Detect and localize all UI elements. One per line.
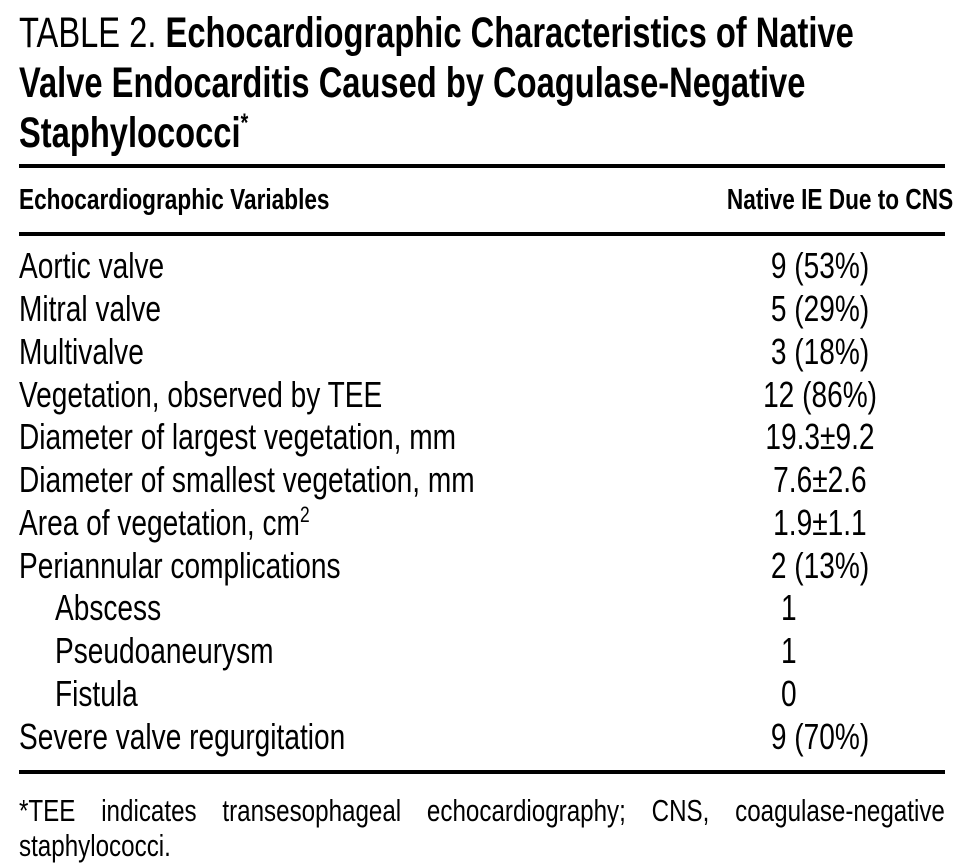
- row-label-text: Vegetation, observed by TEE: [19, 373, 383, 415]
- footnote-line-1: *TEE indicates transesophageal echocardi…: [19, 793, 945, 828]
- row-value: 5 (29%): [695, 288, 945, 330]
- row-label-text: Multivalve: [19, 330, 144, 372]
- row-label: Periannular complications: [19, 545, 695, 587]
- table-row: Abscess 1: [19, 587, 945, 630]
- row-value-text: 1: [781, 630, 797, 672]
- row-value-text: 2 (13%): [770, 544, 870, 586]
- row-label: Vegetation, observed by TEE: [19, 374, 695, 416]
- row-value: 1: [695, 587, 945, 629]
- row-value-text: 0: [781, 672, 797, 714]
- table-row: Aortic valve 9 (53%): [19, 245, 945, 288]
- table-row: Vegetation, observed by TEE 12 (86%): [19, 373, 945, 416]
- table-row: Pseudoaneurysm 1: [19, 630, 945, 673]
- row-value: 2 (13%): [695, 545, 945, 587]
- row-label: Pseudoaneurysm: [19, 630, 695, 672]
- row-value-text: 9 (70%): [770, 715, 870, 757]
- title-line-1: TABLE 2. Echocardiographic Characteristi…: [19, 8, 854, 58]
- table-row: Severe valve regurgitation 9 (70%): [19, 715, 945, 758]
- page-title: TABLE 2. Echocardiographic Characteristi…: [19, 8, 945, 158]
- table-row: Periannular complications 2 (13%): [19, 544, 945, 587]
- top-rule: [19, 164, 945, 168]
- row-value-text: 7.6±2.6: [773, 459, 867, 501]
- table-row: Multivalve 3 (18%): [19, 331, 945, 374]
- row-label-text: Diameter of smallest vegetation, mm: [19, 459, 475, 501]
- bottom-rule: [19, 770, 945, 774]
- table-footnote: *TEE indicates transesophageal echocardi…: [19, 793, 945, 863]
- row-label-text: Diameter of largest vegetation, mm: [19, 416, 456, 458]
- row-label: Fistula: [19, 673, 695, 715]
- row-label: Aortic valve: [19, 245, 695, 287]
- row-value: 9 (53%): [695, 245, 945, 287]
- table-header-row: Echocardiographic Variables Native IE Du…: [19, 168, 953, 232]
- row-value: 19.3±9.2: [695, 416, 945, 458]
- row-label: Multivalve: [19, 331, 695, 373]
- table-row: Mitral valve 5 (29%): [19, 288, 945, 331]
- column-header-values: Native IE Due to CNS: [695, 184, 953, 217]
- table-number-label: TABLE 2.: [19, 9, 157, 57]
- title-line-3: Staphylococci*: [19, 108, 723, 158]
- row-value: 1: [695, 630, 945, 672]
- row-label: Mitral valve: [19, 288, 695, 330]
- row-label: Severe valve regurgitation: [19, 716, 695, 758]
- row-value-text: 5 (29%): [770, 288, 870, 330]
- row-label-text: Area of vegetation, cm2: [19, 501, 310, 543]
- row-value: 9 (70%): [695, 716, 945, 758]
- column-header-variables: Echocardiographic Variables: [19, 184, 695, 217]
- title-text-line-1: Echocardiographic Characteristics of Nat…: [156, 9, 854, 57]
- row-value-text: 1.9±1.1: [773, 501, 867, 543]
- column-header-variables-label: Echocardiographic Variables: [19, 183, 330, 216]
- row-label-superscript: 2: [299, 501, 310, 527]
- row-label-text: Fistula: [55, 672, 138, 714]
- row-label: Abscess: [19, 587, 695, 629]
- row-value: 7.6±2.6: [695, 459, 945, 501]
- row-value-text: 19.3±9.2: [765, 416, 875, 458]
- table-body: Aortic valve 9 (53%) Mitral valve 5 (29%) Mu…: [19, 236, 945, 758]
- table-row: Diameter of largest vegetation, mm 19.3±9…: [19, 416, 945, 459]
- column-header-values-label: Native IE Due to CNS: [726, 183, 954, 216]
- table-row: Fistula 0: [19, 673, 945, 716]
- footnote-line-2: staphylococci.: [19, 828, 171, 863]
- row-value-text: 9 (53%): [770, 245, 870, 287]
- row-value-text: 1: [781, 587, 797, 629]
- header-rule: [19, 232, 945, 236]
- footnote-marker: *: [240, 109, 249, 138]
- row-label-text: Severe valve regurgitation: [19, 715, 346, 757]
- row-value: 12 (86%): [695, 374, 945, 416]
- row-label: Area of vegetation, cm2: [19, 502, 695, 544]
- row-label-text: Aortic valve: [19, 245, 165, 287]
- row-label-text: Pseudoaneurysm: [55, 630, 274, 672]
- table-row: Area of vegetation, cm2 1.9±1.1: [19, 502, 945, 545]
- table-row: Diameter of smallest vegetation, mm 7.6±2…: [19, 459, 945, 502]
- row-label: Diameter of smallest vegetation, mm: [19, 459, 695, 501]
- row-value: 3 (18%): [695, 331, 945, 373]
- title-text-line-3: Staphylococci: [19, 109, 241, 157]
- row-value-text: 12 (86%): [763, 373, 877, 415]
- row-label-text: Mitral valve: [19, 288, 161, 330]
- row-value-text: 3 (18%): [770, 330, 870, 372]
- row-label: Diameter of largest vegetation, mm: [19, 416, 695, 458]
- row-label-text: Periannular complications: [19, 544, 341, 586]
- row-value: 1.9±1.1: [695, 502, 945, 544]
- row-label-text: Abscess: [55, 587, 162, 629]
- row-value: 0: [695, 673, 945, 715]
- title-line-2: Valve Endocarditis Caused by Coagulase-N…: [19, 59, 806, 107]
